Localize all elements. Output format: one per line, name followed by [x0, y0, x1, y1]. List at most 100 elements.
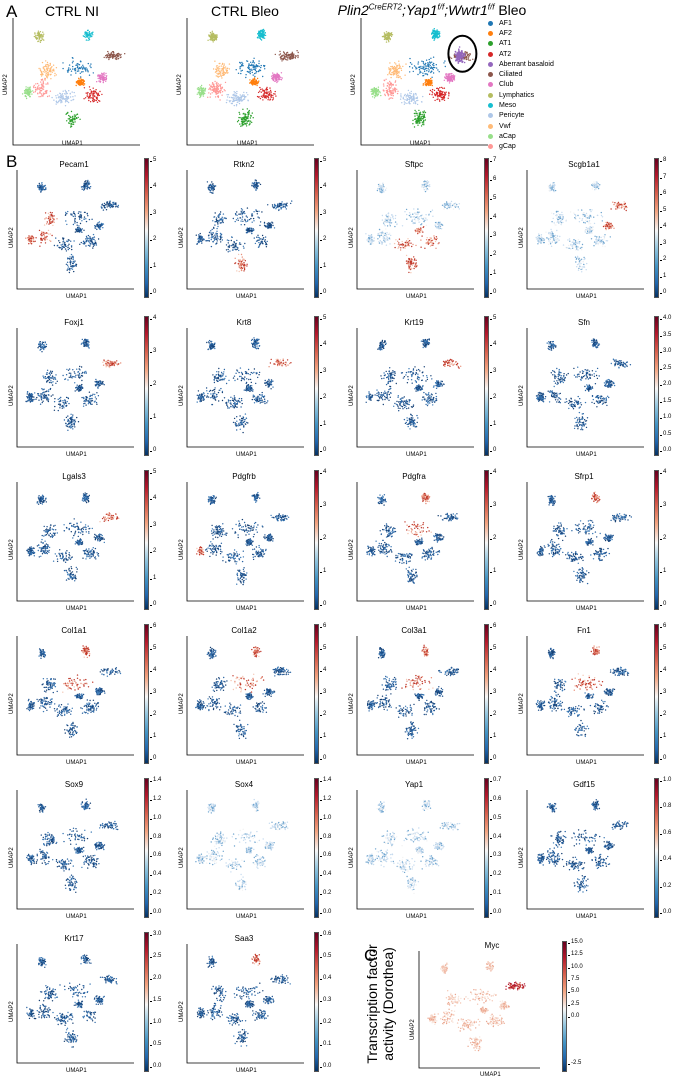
feature-plot-colorbar: [654, 158, 659, 298]
colorbar-tick-label: 1.0: [659, 777, 672, 783]
umap-points: [365, 338, 462, 430]
colorbar-tick-label: 0.4: [149, 871, 162, 878]
colorbar-tick-label: 3: [149, 689, 157, 695]
legend-marker: [488, 30, 493, 36]
colorbar-tick-label: 0.0: [659, 909, 672, 915]
umap-points: [25, 179, 120, 274]
colorbar-tick-label: 0.6: [319, 931, 332, 937]
colorbar-tick-label: 0.6: [319, 852, 332, 859]
legend-item: Lymphatics: [488, 90, 554, 100]
colorbar-tick-label: 1: [149, 574, 157, 581]
feature-plot-colorbar: [484, 158, 489, 298]
feature-plot-xlabel: UMAP1: [576, 606, 597, 612]
feature-plot-xlabel: UMAP1: [236, 1068, 257, 1074]
colorbar-tick-label: 0: [319, 447, 327, 453]
colorbar-tick-label: 2: [149, 711, 157, 717]
colorbar-tick-label: 3: [319, 209, 327, 216]
colorbar-tick-label: 3.0: [149, 931, 162, 937]
umap-points: [195, 646, 292, 740]
panel-a-xlabel-1: UMAP1: [237, 141, 258, 147]
umap-axes: [418, 951, 540, 1069]
colorbar-tick-label: 0: [659, 755, 667, 761]
colorbar-tick-label: 1: [319, 568, 327, 574]
panel-c-gene-title: Myc: [484, 941, 500, 950]
feature-plot-ylabel: UMAP2: [179, 539, 185, 560]
colorbar-tick-label: 3: [149, 348, 157, 354]
umap-axes: [186, 944, 304, 1064]
umap-axes: [186, 328, 304, 448]
colorbar-tick-label: 1.5: [149, 997, 162, 1003]
feature-plot-ylabel: UMAP2: [179, 847, 185, 868]
colorbar-tick-label: 0: [659, 601, 667, 607]
feature-plot-ylabel: UMAP2: [179, 385, 185, 406]
feature-plot-title: Krt17: [64, 934, 84, 943]
feature-plot-ylabel: UMAP2: [519, 693, 525, 714]
legend-label: AT1: [499, 40, 512, 48]
feature-plot-title: Col1a2: [231, 626, 257, 635]
colorbar-tick-label: 3: [149, 521, 157, 528]
colorbar-tick-label: 5: [149, 157, 157, 163]
feature-plot-title: Col3a1: [401, 626, 427, 635]
colorbar-tick-label: 12.5: [568, 951, 583, 958]
feature-plot-title: Pdgfra: [402, 472, 426, 481]
legend-item: Ciliated: [488, 69, 554, 79]
umap-axes: [526, 482, 644, 602]
feature-plot-title: Sftpc: [404, 160, 424, 169]
colorbar-tick-label: 1.2: [319, 795, 332, 802]
panel-a-ylabel-0: UMAP2: [3, 74, 9, 95]
colorbar-tick-label: 3: [659, 239, 667, 246]
umap-axes: [16, 636, 134, 756]
colorbar-tick-label: 4: [659, 469, 667, 475]
feature-plot-colorbar: [314, 624, 319, 764]
feature-plot-ylabel: UMAP2: [9, 693, 15, 714]
cell-type-legend: AF1 AF2 AT1 AT2 Aberrant basaloid Ciliated Clu…: [488, 18, 554, 152]
feature-plot-colorbar: [144, 778, 149, 918]
panel-a-title-knockout: Plin2CreERT2;Yap1f/f;Wwtr1f/f Bleo: [337, 2, 527, 18]
umap-axes: [16, 482, 134, 602]
feature-plot-title: Saa3: [234, 934, 254, 943]
colorbar-tick-label: 0: [489, 601, 497, 607]
colorbar-tick-label: 0.8: [149, 833, 162, 840]
colorbar-tick-label: 3.0: [659, 348, 672, 354]
panel-letter-c: C: [364, 946, 377, 965]
umap-axes: [356, 328, 474, 448]
feature-plot-umap: [526, 790, 644, 910]
legend-marker: [488, 92, 493, 98]
colorbar-tick-label: 5: [489, 194, 497, 201]
legend-marker: [488, 51, 493, 57]
colorbar-tick-label: 2: [149, 381, 157, 387]
colorbar-tick-label: 3: [319, 502, 327, 508]
colorbar-tick-label: 3: [489, 502, 497, 508]
feature-plot-title: Sox4: [234, 780, 254, 789]
feature-plot-umap: [356, 170, 474, 290]
colorbar-tick-label: 5: [489, 315, 497, 321]
feature-plot-ylabel: UMAP2: [349, 693, 355, 714]
colorbar-tick-label: 4: [149, 183, 157, 190]
legend-label: Ciliated: [499, 71, 523, 79]
colorbar-tick-label: 0.6: [659, 829, 672, 836]
feature-plot-ylabel: UMAP2: [519, 539, 525, 560]
colorbar-tick-label: 0: [489, 755, 497, 761]
umap-axes: [186, 170, 304, 290]
umap-points: [26, 954, 118, 1048]
colorbar-tick-label: 5: [659, 645, 667, 651]
feature-plot-umap: [356, 790, 474, 910]
feature-plot-title: Foxj1: [64, 318, 84, 327]
colorbar-tick-label: 0: [149, 601, 157, 607]
colorbar-tick-label: 2: [319, 535, 327, 541]
colorbar-tick-label: 1.0: [659, 414, 672, 420]
feature-plot-xlabel: UMAP1: [576, 760, 597, 766]
umap-points: [365, 799, 461, 895]
legend-item: Club: [488, 80, 554, 90]
colorbar-tick-label: 0.2: [319, 890, 332, 897]
feature-plot-ylabel: UMAP2: [179, 693, 185, 714]
colorbar-tick-label: 4: [319, 667, 327, 673]
colorbar-tick-label: 1.0: [149, 1019, 162, 1025]
legend-item: Vwf: [488, 121, 554, 131]
colorbar-tick-label: 0.4: [319, 975, 332, 981]
colorbar-tick-label: 0: [149, 289, 157, 295]
feature-plot-ylabel: UMAP2: [349, 385, 355, 406]
feature-plot-xlabel: UMAP1: [66, 760, 87, 766]
feature-plot-colorbar: [654, 778, 659, 918]
colorbar-tick-label: 0.0: [149, 909, 162, 915]
